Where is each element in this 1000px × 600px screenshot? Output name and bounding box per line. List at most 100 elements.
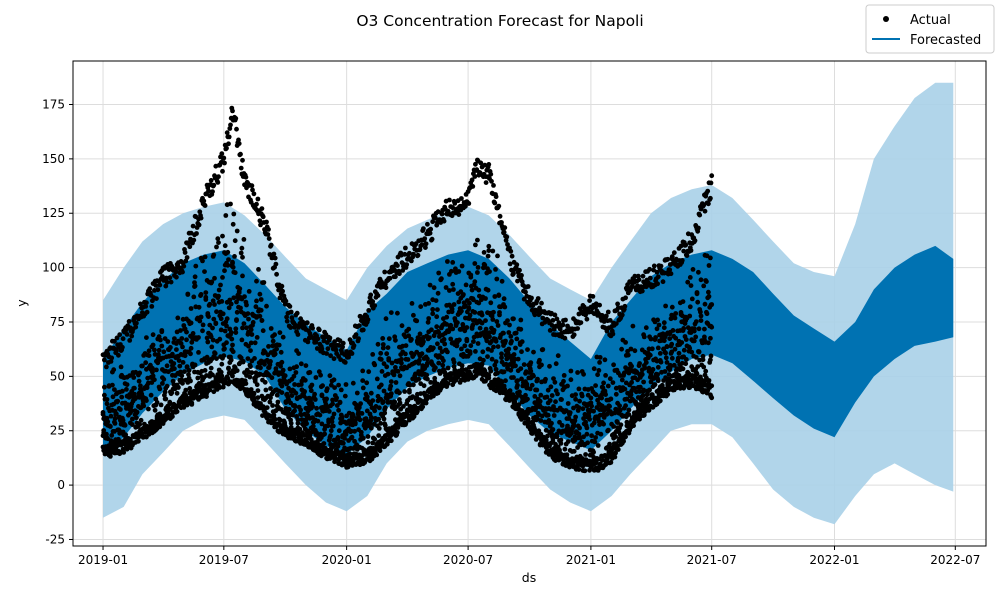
actual-point [493,359,499,364]
actual-point [340,344,345,350]
actual-point [547,398,553,403]
x-tick-label: 2022-01 [809,553,859,567]
actual-point [523,392,528,398]
actual-point [442,341,448,347]
actual-point [254,335,260,340]
actual-point [161,349,167,355]
actual-point [130,416,135,422]
actual-point [319,393,325,399]
actual-point [708,353,714,359]
actual-point [321,441,327,446]
actual-point [587,298,592,303]
actual-point [282,420,287,425]
actual-point [207,301,213,307]
actual-point [617,403,622,409]
actual-point [593,392,599,398]
actual-point [513,395,519,401]
actual-point [603,373,608,378]
actual-point [685,279,691,285]
actual-point [409,301,415,306]
actual-point [244,325,249,331]
actual-point [629,380,634,385]
actual-point [595,443,601,448]
actual-point [211,252,217,258]
actual-point [237,286,243,292]
actual-point [112,421,118,426]
actual-point [200,328,205,334]
actual-point [382,410,388,416]
actual-point [293,370,299,375]
actual-point [141,403,147,409]
actual-point [144,385,150,391]
actual-point [420,404,426,410]
actual-point [238,250,244,256]
x-tick-label: 2022-07 [930,553,980,567]
actual-point [490,317,496,322]
actual-point [403,420,409,426]
actual-point [354,390,360,396]
actual-point [426,316,432,321]
actual-point [202,203,208,209]
actual-point [626,412,632,417]
actual-point [415,252,421,258]
actual-point [483,318,488,323]
actual-point [337,338,343,344]
actual-point [240,254,245,260]
actual-point [623,403,628,409]
actual-point [214,309,219,315]
actual-point [122,422,128,428]
actual-point [295,332,301,337]
actual-point [292,404,298,409]
actual-point [105,419,111,425]
actual-point [157,424,163,430]
actual-point [525,347,530,352]
actual-point [558,437,564,443]
actual-point [544,394,550,400]
actual-point [603,392,608,397]
actual-point [619,377,625,383]
actual-point [329,419,335,425]
actual-point [249,370,255,376]
actual-point [669,254,675,259]
actual-point [333,347,339,353]
actual-point [654,269,660,275]
actual-point [643,360,649,365]
actual-point [485,287,491,293]
actual-point [663,303,668,309]
actual-point [501,330,506,336]
actual-point [511,375,516,380]
actual-point [196,222,202,228]
actual-point [305,339,311,345]
actual-point [605,309,611,315]
actual-point [234,126,239,132]
actual-point [641,379,646,385]
actual-point [222,160,227,166]
actual-point [382,405,388,411]
actual-point [680,299,686,304]
actual-point [120,388,125,394]
actual-point [576,405,582,410]
actual-point [693,334,699,340]
actual-point [143,360,149,366]
actual-point [208,178,214,183]
actual-point [667,267,673,273]
actual-point [250,320,256,325]
actual-point [154,296,159,301]
actual-point [209,279,215,285]
actual-point [670,328,676,333]
actual-point [637,384,643,390]
actual-point [475,237,480,243]
actual-point [211,389,217,395]
actual-point [487,334,492,340]
actual-point [150,369,155,375]
actual-point [225,376,231,381]
actual-point [222,328,228,334]
actual-point [497,312,502,318]
actual-point [234,317,239,322]
actual-point [531,349,536,355]
actual-point [387,275,393,281]
actual-point [268,386,273,391]
actual-point [492,362,498,368]
actual-point [383,285,389,291]
actual-point [216,174,221,180]
